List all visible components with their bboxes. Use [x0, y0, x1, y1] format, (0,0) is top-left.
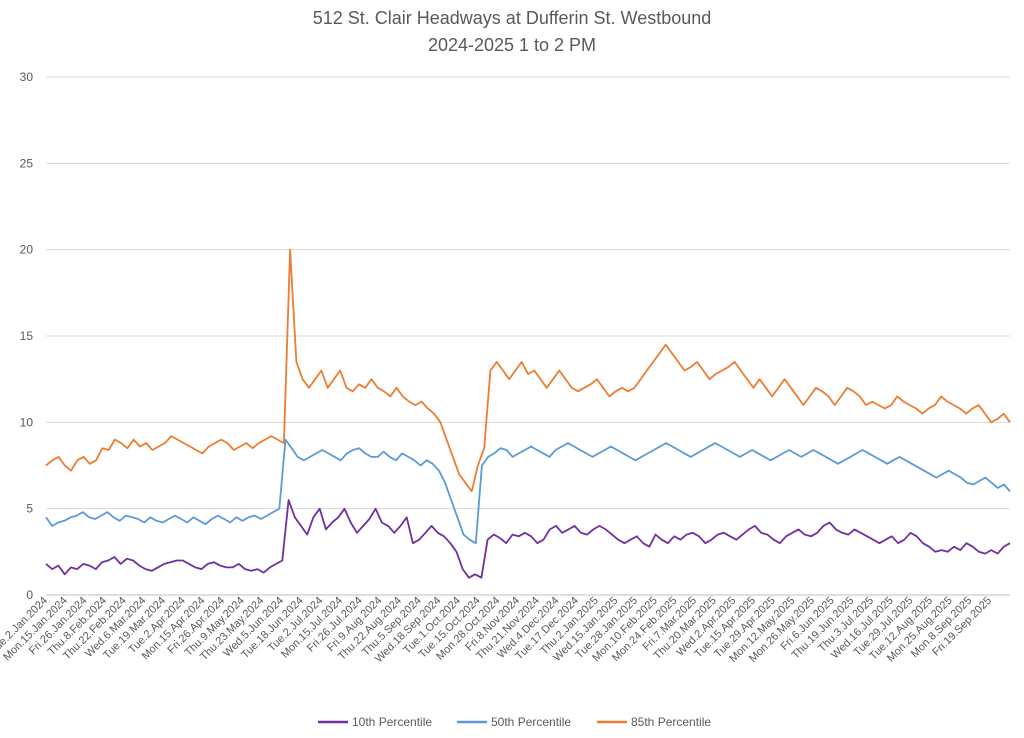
- y-tick-label: 30: [20, 70, 34, 84]
- legend-label-3: 85th Percentile: [631, 715, 711, 729]
- legend-label-1: 10th Percentile: [352, 715, 432, 729]
- y-tick-label: 15: [20, 329, 34, 343]
- chart-subtitle: 2024-2025 1 to 2 PM: [427, 35, 597, 55]
- y-tick-label: 25: [20, 156, 34, 170]
- series-line-2: [45, 438, 1011, 545]
- legend-label-2: 50th Percentile: [491, 715, 571, 729]
- series-line-3: [45, 248, 1011, 493]
- series-line-1: [45, 499, 1011, 579]
- y-tick-label: 20: [20, 243, 34, 257]
- y-tick-label: 0: [26, 588, 33, 602]
- y-tick-label: 5: [26, 502, 33, 516]
- chart-title: 512 St. Clair Headways at Dufferin St. W…: [312, 8, 712, 28]
- y-tick-label: 10: [20, 415, 34, 429]
